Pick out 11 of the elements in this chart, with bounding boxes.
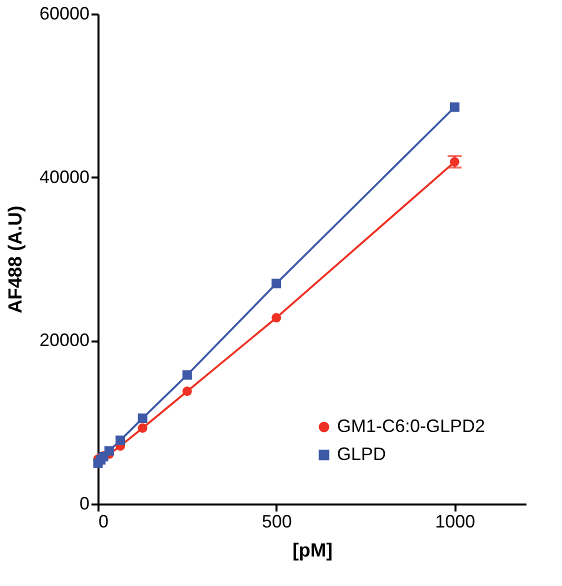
y-tick-label: 60000 xyxy=(39,4,90,24)
legend-label: GLPD xyxy=(337,444,386,464)
y-axis-title: AF488 (A.U) xyxy=(5,206,26,314)
x-tick-label: 500 xyxy=(262,512,292,532)
x-tick-label: 1000 xyxy=(435,512,476,532)
x-tick-label: 0 xyxy=(98,512,109,532)
y-tick-label: 0 xyxy=(79,494,90,514)
y-tick-label: 40000 xyxy=(39,166,90,187)
legend-label: GM1-C6:0-GLPD2 xyxy=(337,416,486,436)
x-axis-title: [pM] xyxy=(292,540,333,562)
y-tick-label: 20000 xyxy=(39,330,90,350)
